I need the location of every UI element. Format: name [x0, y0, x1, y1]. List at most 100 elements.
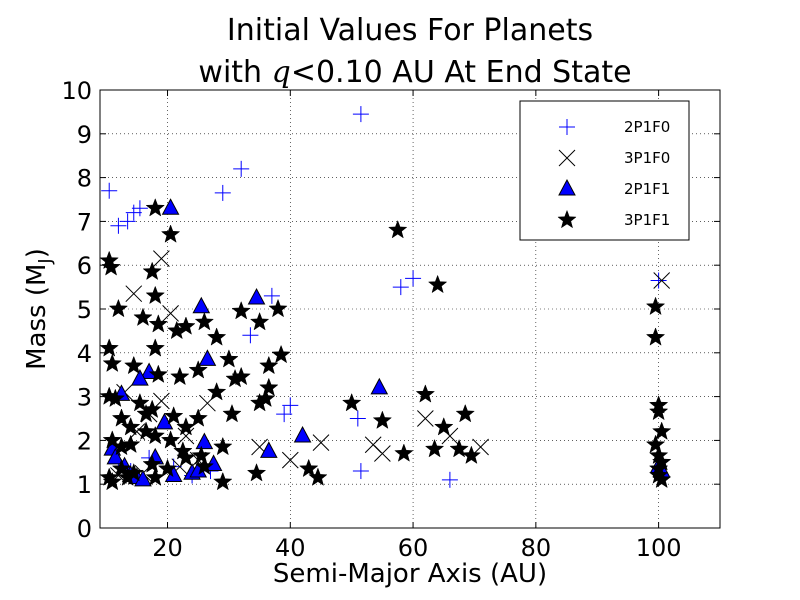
data-point-3P1F1	[148, 364, 169, 383]
data-point-3P1F1	[120, 434, 141, 454]
data-point-3P1F1	[246, 463, 267, 482]
plot-frame	[99, 89, 721, 529]
data-point-3P1F1	[170, 366, 190, 386]
data-point-2P1F0	[214, 184, 231, 201]
data-point-3P1F1	[231, 366, 251, 386]
data-point-3P1F1	[256, 388, 276, 408]
data-point-2P1F0	[352, 463, 369, 480]
y-tick-label: 3	[77, 384, 92, 412]
data-point-2P1F1	[155, 412, 174, 430]
data-point-3P1F1	[645, 327, 666, 346]
y-axis-label-main: Mass (M	[22, 264, 52, 370]
data-point-3P1F1	[194, 456, 215, 475]
data-point-2P1F0	[349, 410, 366, 427]
data-point-2P1F0	[125, 204, 142, 221]
data-point-3P1F0	[281, 451, 299, 469]
data-point-3P1F1	[424, 438, 445, 458]
y-tick-label: 9	[77, 121, 92, 149]
chart-title-line1: Initial Values For Planets	[227, 13, 593, 48]
data-point-3P1F1	[188, 408, 208, 427]
data-point-2P1F1	[106, 447, 125, 465]
data-point-2P1F0	[352, 106, 369, 123]
data-point-3P1F0	[312, 434, 330, 451]
data-point-3P1F1	[191, 445, 211, 464]
y-tick-label: 10	[61, 77, 92, 105]
data-point-3P1F0	[653, 272, 671, 289]
data-point-3P1F1	[259, 355, 279, 375]
data-point-3P1F1	[372, 410, 393, 429]
y-tick-label: 0	[77, 515, 92, 543]
data-point-3P1F0	[153, 250, 170, 267]
data-point-3P1F1	[427, 274, 448, 294]
data-point-3P1F1	[268, 298, 288, 318]
data-point-3P1F1	[111, 458, 132, 478]
data-point-2P1F1	[195, 432, 214, 450]
data-point-3P1F1	[142, 261, 162, 281]
chart-title-rest: <0.10 AU At End State	[291, 55, 632, 90]
data-point-3P1F1	[394, 443, 414, 462]
y-axis-label: Mass (MJ)	[22, 248, 56, 370]
data-point-3P1F1	[259, 377, 279, 397]
y-axis-label-sub: J	[35, 258, 56, 264]
data-point-2P1F1	[192, 296, 211, 314]
data-point-3P1F1	[308, 467, 328, 486]
data-point-3P1F1	[105, 388, 126, 408]
data-point-3P1F1	[648, 401, 669, 421]
legend-label-3P1F0: 3P1F0	[624, 149, 670, 167]
data-point-2P1F0	[282, 397, 299, 414]
data-point-3P1F1	[142, 454, 162, 473]
data-point-3P1F0	[162, 305, 179, 322]
data-point-3P1F1	[213, 436, 233, 456]
data-point-2P1F0	[276, 406, 293, 423]
data-point-3P1F0	[125, 285, 143, 303]
y-tick-label: 1	[77, 471, 92, 499]
data-point-3P1F1	[163, 406, 184, 425]
data-point-2P1F0	[131, 200, 148, 217]
data-point-2P1F0	[233, 160, 250, 177]
data-point-3P1F1	[101, 257, 121, 276]
data-point-3P1F1	[206, 327, 227, 346]
data-point-3P1F1	[145, 338, 165, 357]
data-point-3P1F1	[145, 285, 165, 305]
x-axis-label: Semi-Major Axis (AU)	[273, 559, 547, 589]
data-point-3P1F1	[222, 403, 242, 423]
legend-label-3P1F1: 3P1F1	[624, 211, 670, 229]
data-point-2P1F0	[405, 270, 422, 287]
data-point-2P1F1	[134, 469, 152, 487]
data-point-3P1F1	[415, 384, 436, 403]
x-tick-label: 60	[398, 534, 429, 562]
data-point-3P1F1	[299, 458, 319, 478]
data-point-2P1F0	[263, 287, 280, 304]
data-point-3P1F1	[213, 471, 233, 491]
data-point-2P1F1	[259, 441, 278, 458]
data-point-3P1F1	[130, 392, 150, 412]
legend-marker-3P1F0	[558, 149, 576, 167]
data-point-3P1F1	[133, 307, 153, 327]
data-point-3P1F1	[341, 392, 362, 412]
data-point-2P1F0	[650, 272, 667, 289]
data-point-3P1F0	[177, 427, 195, 445]
data-point-3P1F1	[145, 467, 165, 486]
data-point-2P1F1	[131, 369, 149, 386]
data-point-3P1F1	[249, 311, 270, 331]
data-point-3P1F1	[160, 430, 181, 449]
x-tick-label: 40	[275, 534, 306, 562]
data-point-3P1F1	[388, 219, 408, 239]
data-point-3P1F1	[102, 471, 122, 491]
y-tick-label: 5	[77, 296, 92, 324]
data-point-3P1F1	[145, 425, 165, 445]
y-tick-label: 2	[77, 427, 92, 455]
data-point-3P1F1	[108, 298, 129, 318]
data-point-3P1F1	[157, 458, 178, 478]
data-point-3P1F0	[416, 410, 434, 427]
data-point-3P1F1	[145, 198, 165, 217]
chart-title-line2: with q<0.10 AU At End State	[198, 55, 631, 90]
data-point-3P1F1	[449, 438, 469, 458]
data-point-2P1F1	[161, 198, 180, 215]
data-point-3P1F1	[231, 300, 251, 320]
data-point-3P1F0	[374, 445, 391, 462]
data-point-3P1F1	[176, 417, 196, 436]
data-point-2P1F0	[110, 217, 127, 234]
data-point-2P1F1	[370, 377, 389, 395]
